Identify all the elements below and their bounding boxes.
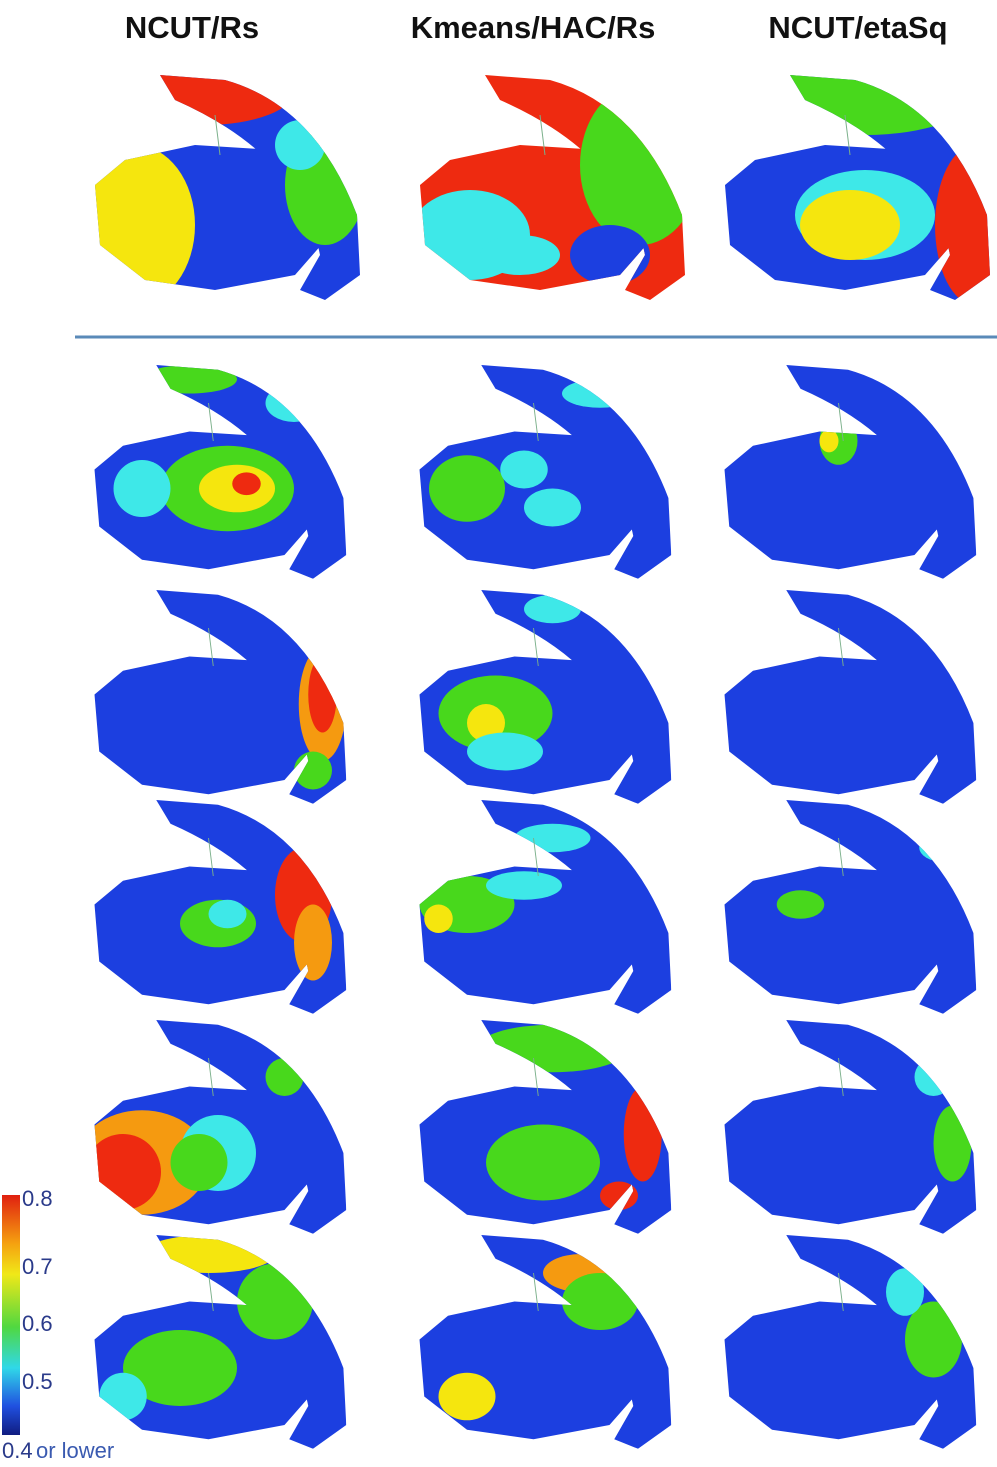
brain-patch: [800, 190, 900, 260]
brain-render: [410, 75, 700, 305]
brain-patch: [600, 1182, 638, 1211]
brain-patch: [439, 1373, 496, 1421]
colorbar-note: or lower: [36, 1438, 114, 1463]
brain-patch: [624, 1087, 662, 1182]
brain-patch: [486, 871, 562, 900]
brain-patch: [820, 430, 839, 453]
brain-surface: [85, 365, 351, 584]
column-header: NCUT/etaSq: [768, 10, 947, 45]
colorbar-label: 0.5: [22, 1369, 53, 1394]
colorbar-label: 0.6: [22, 1311, 53, 1336]
colorbar-label: 0.7: [22, 1254, 53, 1279]
brain-base: [715, 590, 981, 809]
brain-surface: [76, 1020, 352, 1239]
colorbar-label: 0.4: [2, 1438, 33, 1463]
brain-render: [410, 1235, 676, 1454]
brain-base: [410, 1235, 676, 1454]
figure: NCUT/Rs Kmeans/HAC/Rs NCUT/etaSq 0.8 0.7…: [0, 0, 997, 1467]
panels: [75, 55, 997, 1454]
brain-patch: [934, 1106, 972, 1182]
brain-patch: [237, 1264, 313, 1340]
brain-patch: [308, 657, 337, 733]
brain-render: [85, 590, 351, 809]
brain-patch: [75, 145, 195, 305]
brain-patch: [755, 55, 975, 135]
brain-patch: [114, 460, 171, 517]
brain-render: [715, 1020, 981, 1239]
brain-patch: [580, 85, 700, 245]
brain-patch: [886, 1268, 924, 1316]
brain-patch: [562, 1273, 638, 1330]
column-header: Kmeans/HAC/Rs: [411, 10, 656, 45]
brain-patch: [142, 1235, 275, 1273]
brain-surface: [85, 590, 351, 809]
brain-patch: [562, 379, 638, 408]
brain-render: [410, 800, 676, 1019]
brain-patch: [477, 1025, 629, 1073]
brain-patch: [467, 733, 543, 771]
brain-surface: [410, 800, 676, 1019]
brain-surface: [410, 75, 700, 305]
brain-patch: [85, 1134, 161, 1210]
brain-surface: [85, 800, 351, 1019]
brain-render: [715, 55, 997, 305]
brain-patch: [424, 905, 453, 934]
brain-surface: [715, 590, 981, 809]
brain-patch: [500, 451, 548, 489]
brain-surface: [410, 365, 676, 584]
brain-render: [410, 590, 676, 809]
brain-base: [715, 800, 981, 1019]
brain-patch: [524, 489, 581, 527]
brain-render: [410, 365, 676, 584]
brain-surface: [715, 55, 997, 305]
colorbar-label: 0.8: [22, 1186, 53, 1211]
brain-surface: [715, 1020, 981, 1239]
brain-patch: [919, 833, 967, 862]
brain-render: [715, 590, 981, 809]
brain-render: [715, 1235, 981, 1454]
brain-surface: [715, 365, 981, 584]
brain-patch: [480, 235, 560, 275]
brain-render: [715, 800, 981, 1019]
brain-surface: [410, 590, 676, 809]
brain-patch: [171, 1134, 228, 1191]
figure-canvas: NCUT/Rs Kmeans/HAC/Rs NCUT/etaSq 0.8 0.7…: [0, 0, 997, 1467]
brain-patch: [209, 900, 247, 929]
brain-patch: [515, 824, 591, 853]
brain-surface: [715, 1235, 981, 1454]
brain-patch: [115, 55, 295, 125]
brain-patch: [99, 1373, 147, 1421]
brain-patch: [777, 890, 825, 919]
brain-surface: [410, 1235, 676, 1454]
brain-patch: [266, 1058, 304, 1096]
brain-surface: [410, 1020, 676, 1239]
brain-render: [76, 1020, 352, 1239]
brain-render: [75, 55, 365, 305]
brain-patch: [486, 1125, 600, 1201]
brain-render: [85, 365, 351, 584]
brain-patch: [429, 455, 505, 522]
brain-base: [715, 365, 981, 584]
brain-surface: [715, 800, 981, 1019]
brain-patch: [142, 365, 237, 394]
brain-patch: [266, 384, 323, 422]
brain-render: [715, 365, 981, 584]
brain-surface: [85, 1235, 351, 1454]
brain-patch: [294, 905, 332, 981]
column-header: NCUT/Rs: [125, 10, 259, 45]
brain-render: [85, 800, 351, 1019]
brain-render: [85, 1235, 351, 1454]
brain-render: [410, 1020, 676, 1239]
brain-surface: [75, 55, 365, 305]
brain-patch: [570, 225, 650, 285]
brain-patch: [275, 120, 325, 170]
brain-patch: [232, 472, 261, 495]
colorbar: [2, 1195, 20, 1435]
brain-patch: [524, 595, 581, 624]
brain-patch: [294, 752, 332, 790]
brain-patch: [915, 1058, 953, 1096]
